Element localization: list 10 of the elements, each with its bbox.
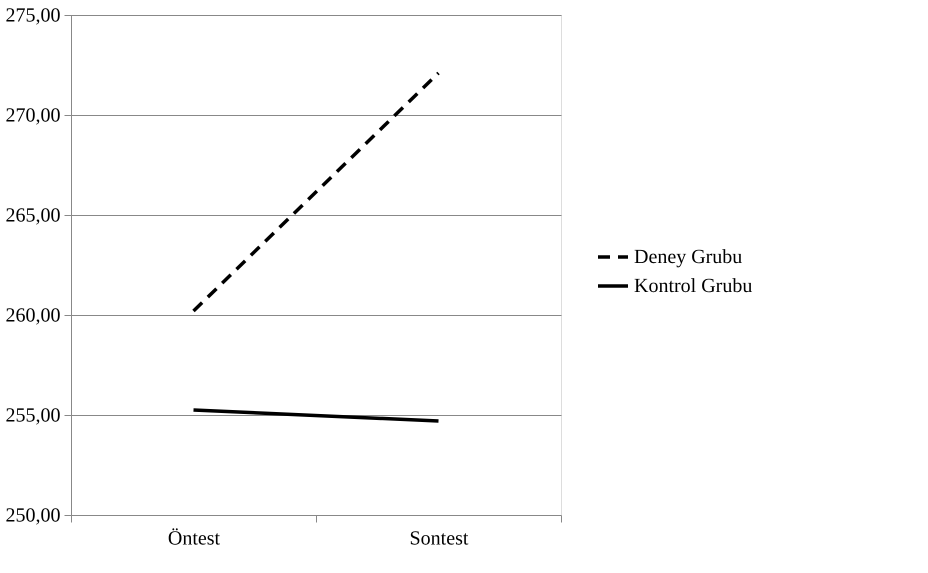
legend-label: Kontrol Grubu [634, 275, 752, 297]
x-tick-label: Öntest [168, 528, 221, 550]
x-tick-label: Sontest [410, 528, 469, 550]
y-tick-label: 275,00 [6, 4, 60, 26]
y-tick-label: 260,00 [6, 304, 60, 326]
legend-label: Deney Grubu [634, 246, 742, 268]
y-tick-label: 255,00 [6, 404, 60, 426]
y-tick-label: 265,00 [6, 204, 60, 226]
y-tick-label: 270,00 [6, 104, 60, 126]
y-tick-label: 250,00 [6, 504, 60, 526]
